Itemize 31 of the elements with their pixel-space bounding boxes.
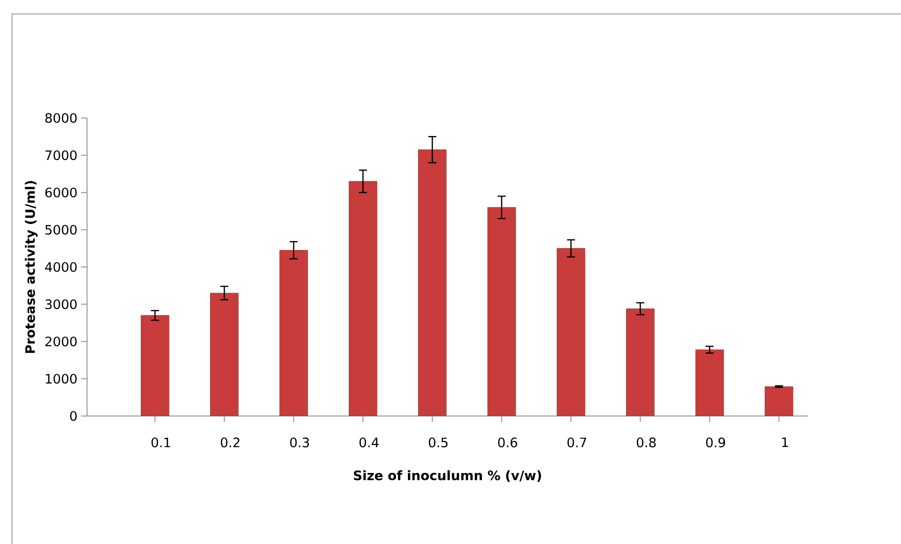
y-tick-label: 8000 (45, 113, 77, 123)
x-tick-label: 0.4 (360, 438, 379, 448)
bar (418, 149, 447, 416)
bar (140, 315, 170, 416)
x-tick-label: 0.2 (220, 438, 240, 448)
bar (556, 248, 586, 416)
bar (764, 386, 794, 416)
bar (348, 181, 378, 416)
bar (487, 207, 516, 416)
bar (695, 349, 724, 416)
y-tick-label: 1000 (46, 374, 77, 384)
y-axis-title: Protease activity (U/ml) (24, 180, 38, 353)
x-tick-label: 0.9 (706, 438, 726, 448)
bar (279, 250, 308, 416)
x-tick-label: 0.6 (498, 438, 518, 448)
x-tick-label: 0.7 (567, 438, 586, 448)
x-tick-label: 0.3 (290, 438, 309, 448)
y-tick-label: 0 (70, 411, 77, 421)
x-tick-label: 1 (782, 438, 788, 448)
y-tick-label: 7000 (46, 150, 77, 160)
x-tick-label: 0.8 (636, 438, 656, 448)
y-tick-label: 5000 (45, 224, 77, 235)
bar (210, 292, 239, 416)
x-axis-title: Size of inoculumn % (v/w) (354, 470, 542, 482)
y-tick-label: 6000 (45, 188, 77, 198)
y-tick-label: 2000 (45, 336, 77, 346)
bar (626, 308, 654, 416)
y-tick-label: 3000 (45, 299, 77, 310)
y-tick-label: 4000 (45, 262, 77, 272)
x-tick-label: 0.1 (152, 438, 170, 448)
x-tick-label: 0.5 (428, 438, 448, 448)
